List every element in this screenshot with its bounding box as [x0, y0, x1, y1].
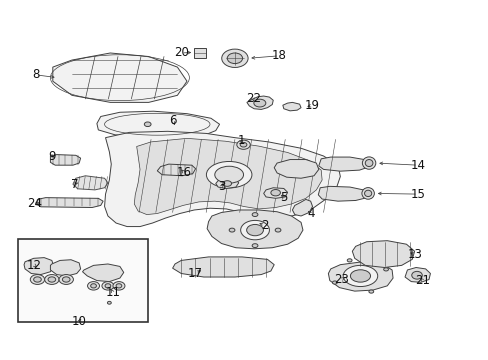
Text: 20: 20 [173, 46, 188, 59]
Ellipse shape [48, 277, 56, 282]
Ellipse shape [365, 159, 372, 167]
Ellipse shape [383, 268, 387, 271]
Ellipse shape [246, 224, 263, 236]
Polygon shape [215, 178, 238, 189]
Polygon shape [36, 198, 103, 207]
Polygon shape [157, 164, 195, 176]
Ellipse shape [253, 99, 265, 107]
Polygon shape [134, 138, 322, 215]
Text: 14: 14 [409, 159, 425, 172]
Text: 19: 19 [305, 99, 319, 112]
Polygon shape [292, 199, 312, 216]
Polygon shape [73, 176, 108, 190]
Text: 2: 2 [260, 219, 268, 231]
Ellipse shape [44, 275, 59, 284]
Ellipse shape [221, 49, 247, 67]
Ellipse shape [252, 244, 257, 248]
Ellipse shape [102, 282, 114, 290]
Polygon shape [194, 48, 206, 58]
Polygon shape [104, 131, 340, 226]
Ellipse shape [113, 282, 124, 290]
Ellipse shape [34, 277, 41, 282]
Text: 22: 22 [245, 93, 260, 105]
Text: 17: 17 [188, 267, 203, 280]
Ellipse shape [229, 228, 234, 232]
Ellipse shape [240, 143, 246, 147]
Polygon shape [82, 264, 123, 282]
Text: 8: 8 [32, 68, 40, 81]
Polygon shape [328, 262, 392, 291]
Polygon shape [97, 111, 219, 137]
Ellipse shape [223, 181, 231, 186]
Ellipse shape [275, 228, 280, 232]
Ellipse shape [362, 157, 375, 169]
Polygon shape [50, 154, 81, 165]
Text: 9: 9 [48, 149, 56, 162]
Ellipse shape [30, 275, 44, 284]
Ellipse shape [206, 162, 251, 188]
Text: 10: 10 [72, 315, 86, 328]
Polygon shape [172, 257, 274, 277]
Ellipse shape [346, 259, 351, 262]
Bar [18, 239, 147, 322]
Ellipse shape [87, 282, 100, 290]
Text: 23: 23 [333, 273, 348, 286]
Ellipse shape [227, 53, 242, 64]
Polygon shape [263, 188, 287, 198]
Ellipse shape [107, 301, 111, 304]
Text: 16: 16 [177, 166, 192, 179]
Text: 24: 24 [27, 198, 42, 211]
Ellipse shape [62, 277, 70, 282]
Ellipse shape [270, 189, 280, 196]
Text: 5: 5 [280, 191, 287, 204]
Polygon shape [53, 53, 186, 102]
Ellipse shape [343, 265, 377, 287]
Polygon shape [207, 210, 303, 249]
Polygon shape [318, 157, 368, 171]
Polygon shape [282, 102, 301, 111]
Polygon shape [318, 186, 366, 201]
Polygon shape [24, 258, 54, 275]
Polygon shape [404, 267, 429, 282]
Text: 12: 12 [27, 259, 42, 272]
Text: 11: 11 [105, 286, 120, 299]
Ellipse shape [236, 140, 250, 149]
Ellipse shape [411, 271, 422, 279]
Ellipse shape [368, 290, 373, 293]
Text: 21: 21 [414, 274, 429, 287]
Ellipse shape [240, 220, 269, 240]
Ellipse shape [90, 284, 96, 288]
Ellipse shape [350, 270, 370, 282]
Text: 3: 3 [218, 180, 225, 193]
Polygon shape [50, 260, 81, 276]
Text: 1: 1 [237, 134, 244, 147]
Ellipse shape [59, 275, 73, 284]
Ellipse shape [332, 281, 337, 284]
Ellipse shape [105, 284, 111, 288]
Text: 18: 18 [271, 49, 286, 62]
Text: 15: 15 [410, 188, 425, 201]
Ellipse shape [116, 284, 122, 288]
Text: 13: 13 [407, 248, 421, 261]
Ellipse shape [252, 213, 257, 216]
Polygon shape [274, 159, 318, 178]
Ellipse shape [144, 122, 151, 127]
Text: 7: 7 [70, 178, 78, 191]
Ellipse shape [214, 166, 243, 183]
Ellipse shape [364, 190, 371, 197]
Text: 4: 4 [306, 207, 314, 220]
Ellipse shape [361, 188, 374, 199]
Polygon shape [246, 96, 273, 109]
Text: 6: 6 [168, 114, 176, 127]
Polygon shape [351, 241, 414, 267]
